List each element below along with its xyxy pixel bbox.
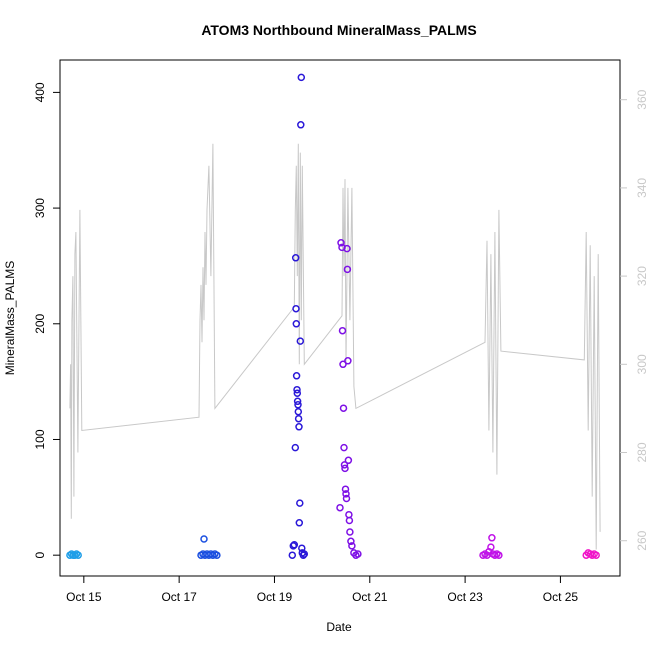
y-right-tick-label: 340 xyxy=(635,178,649,198)
y-axis-right: 260 280 300 320 340 360 xyxy=(620,89,649,551)
data-point xyxy=(340,443,348,452)
data-point xyxy=(339,360,347,369)
data-point xyxy=(487,543,495,551)
y-left-tick-label: 100 xyxy=(33,429,47,449)
data-point xyxy=(338,243,346,252)
data-point xyxy=(294,401,302,409)
y-right-tick-label: 320 xyxy=(635,266,649,286)
data-point xyxy=(288,551,297,559)
data-point xyxy=(337,239,345,247)
data-point xyxy=(293,397,302,406)
y-left-tick-label: 300 xyxy=(33,198,47,218)
data-point xyxy=(289,542,298,550)
points-layer xyxy=(66,73,600,559)
data-point xyxy=(341,485,350,493)
data-point xyxy=(345,516,354,525)
data-point xyxy=(292,320,301,328)
y-right-tick-label: 360 xyxy=(635,89,649,109)
y-axis-left: 0 100 200 300 400 xyxy=(33,82,60,559)
data-point xyxy=(291,254,300,262)
x-tick-label: Oct 25 xyxy=(543,590,579,604)
plot-area xyxy=(59,59,621,577)
data-point xyxy=(74,551,82,559)
data-point xyxy=(340,461,349,469)
data-point xyxy=(295,519,304,527)
data-point xyxy=(296,499,304,507)
y-right-tick-label: 300 xyxy=(635,354,649,374)
data-point xyxy=(488,534,496,542)
data-point xyxy=(342,494,351,503)
data-point xyxy=(297,73,306,82)
data-point xyxy=(292,304,300,313)
x-tick-label: Oct 17 xyxy=(161,590,197,604)
data-point xyxy=(300,550,309,558)
data-point xyxy=(297,121,305,129)
data-point xyxy=(341,464,349,473)
data-point xyxy=(290,541,299,549)
data-point xyxy=(339,404,348,412)
data-point xyxy=(343,244,351,253)
y-right-tick-label: 280 xyxy=(635,442,649,462)
gray-line-series xyxy=(69,143,601,550)
x-axis-label: Date xyxy=(326,620,352,634)
data-point xyxy=(296,337,305,345)
data-point xyxy=(346,528,354,536)
data-point xyxy=(291,443,300,452)
data-point xyxy=(343,265,352,274)
data-point xyxy=(344,357,352,365)
data-point xyxy=(592,551,600,559)
data-point xyxy=(295,423,303,431)
data-point xyxy=(495,551,503,559)
data-point xyxy=(342,490,350,498)
x-axis: Oct 15 Oct 17 Oct 19 Oct 21 Oct 23 Oct 25 xyxy=(66,576,578,604)
data-point xyxy=(344,456,353,465)
data-point xyxy=(292,372,301,380)
data-point xyxy=(213,551,221,559)
x-tick-label: Oct 23 xyxy=(447,590,483,604)
data-point xyxy=(336,503,344,512)
data-point xyxy=(299,551,308,559)
data-point xyxy=(354,550,362,558)
line-series-layer xyxy=(69,143,601,550)
data-point xyxy=(293,389,302,397)
y-axis-label: MineralMass_PALMS xyxy=(3,261,17,375)
x-tick-label: Oct 15 xyxy=(66,590,102,604)
data-point xyxy=(348,542,356,550)
chart-title: ATOM3 Northbound MineralMass_PALMS xyxy=(201,22,476,38)
data-point xyxy=(293,385,301,394)
y-left-tick-label: 0 xyxy=(33,552,47,559)
data-point xyxy=(294,407,303,416)
x-tick-label: Oct 21 xyxy=(352,590,388,604)
data-point xyxy=(298,544,306,552)
data-point xyxy=(338,326,347,335)
data-point xyxy=(294,414,303,423)
data-point xyxy=(200,535,208,543)
y-right-tick-label: 260 xyxy=(635,530,649,550)
x-tick-label: Oct 19 xyxy=(257,590,293,604)
data-point xyxy=(347,537,355,546)
y-left-tick-label: 400 xyxy=(33,82,47,102)
y-left-tick-label: 200 xyxy=(33,313,47,333)
